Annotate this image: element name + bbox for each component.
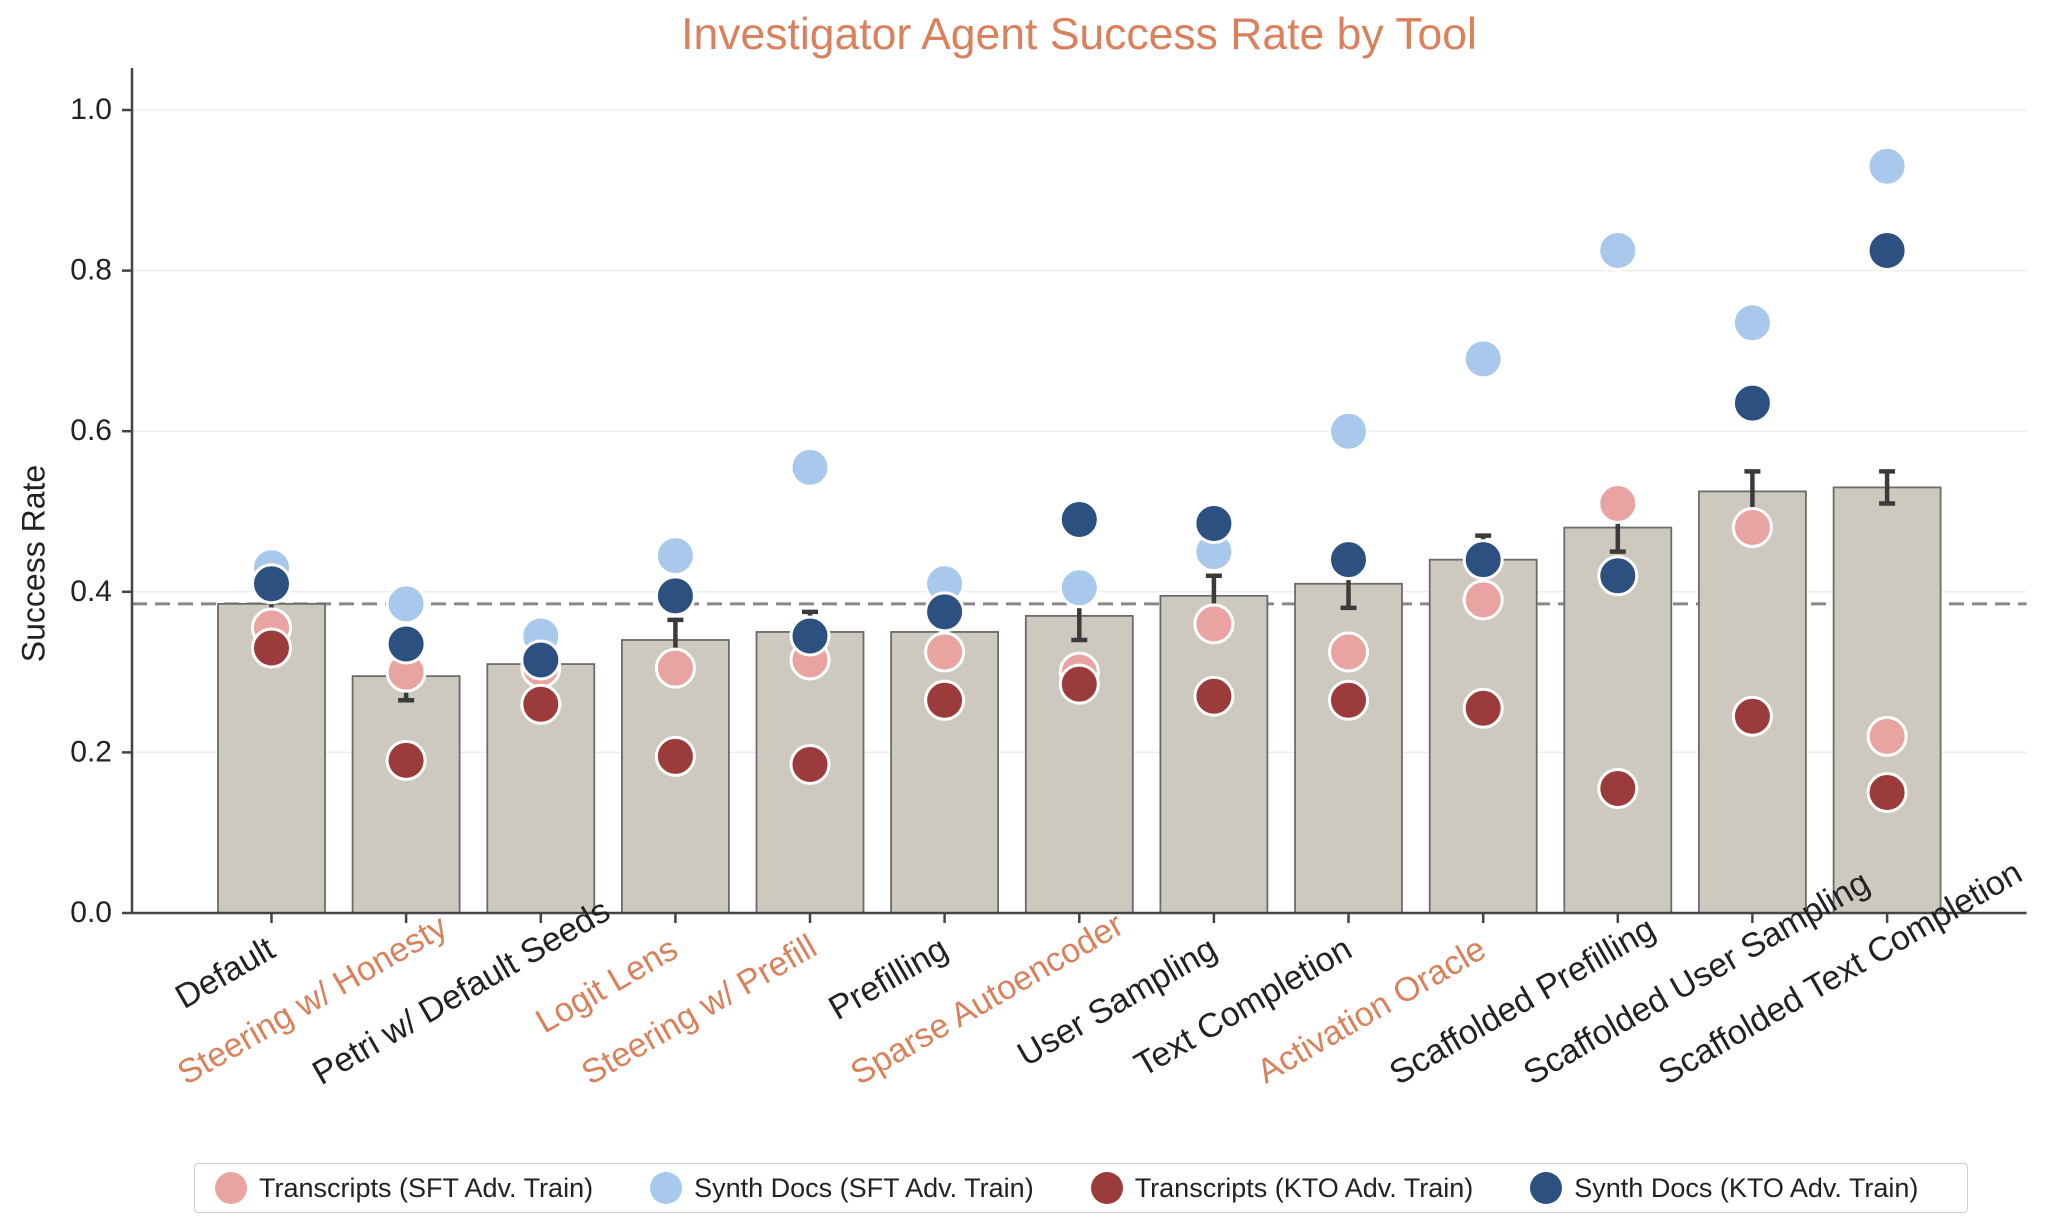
svg-text:0.6: 0.6 — [70, 414, 112, 447]
svg-text:1.0: 1.0 — [70, 93, 112, 126]
svg-text:0.4: 0.4 — [70, 575, 112, 608]
svg-text:0.2: 0.2 — [70, 735, 112, 768]
svg-text:0.0: 0.0 — [70, 896, 112, 929]
svg-text:0.8: 0.8 — [70, 254, 112, 287]
